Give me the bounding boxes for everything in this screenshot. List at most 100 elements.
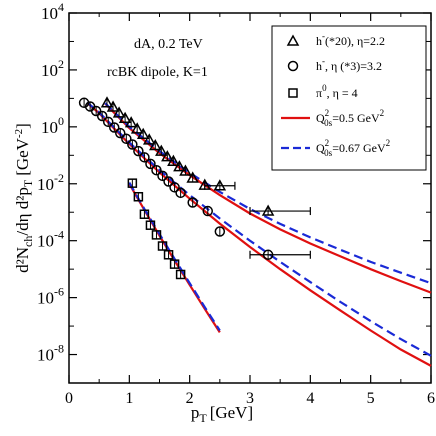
triangle-marker [142,133,156,145]
triangle-marker [100,96,114,108]
x-tick-label: 6 [427,390,435,407]
circle-marker [157,170,168,182]
legend-circle-marker [287,60,299,72]
square-marker [175,269,186,280]
triangle-marker [118,111,132,124]
legend-label-rest: (*20), η=2.2 [325,34,385,48]
y-axis-label-unit: [GeV [13,137,32,175]
y-tick-exponent: 4 [58,0,64,14]
circle-marker [96,110,108,122]
legend-label-main: Q [316,111,325,125]
legend-label: Q2 0s=0.67 GeV2 [316,138,390,158]
x-axis-label-unit: [GeV] [210,403,253,422]
y-tick-label: 10-2 [37,171,64,194]
triangle-marker [106,100,120,112]
circle-marker [139,152,150,163]
circle-marker [187,197,198,208]
legend-label: Q2 0s=0.5 GeV2 [316,108,384,128]
y-axis-label-sub: ch [21,236,35,247]
circle-marker [169,182,180,193]
annotation-2: rcBK dipole, K=1 [107,65,208,80]
y-axis-label-unit-close: ] [13,123,32,129]
x-axis-label-sub: T [199,411,207,425]
y-tick-label: 102 [41,57,64,80]
legend-label-rest-sup: 2 [380,108,385,118]
y-tick-base: 10 [41,118,58,137]
annotation-1: dA, 0.2 TeV [134,37,203,52]
y-tick-label: 104 [41,0,64,23]
circle-marker [121,133,132,145]
triangle-marker [124,116,138,128]
y-tick-exponent: 2 [58,57,64,71]
square-marker [151,230,162,240]
circle-marker [202,205,214,217]
triangle-marker [136,127,150,139]
triangle-marker [130,122,144,134]
triangle-marker [186,171,199,183]
square-marker [133,191,144,202]
y-axis-label: d²Nch/dη d²pT [GeV-2] [13,123,35,273]
legend-label-sup: 2 [325,108,330,118]
square-marker [157,241,168,251]
square-marker [169,259,180,269]
legend-square-marker [288,88,298,98]
triangle-marker [161,150,174,162]
y-tick-label: 10-6 [37,285,64,308]
x-axis-label: pT [GeV] [191,403,253,425]
y-tick-label: 10-8 [37,342,64,365]
legend-label-rest: , η = 4 [327,86,358,100]
legend-label-sub: 0s [324,148,333,158]
x-tick-label: 0 [65,390,73,407]
square-marker [139,209,150,219]
y-axis-label-unit-sup: -2 [13,129,25,138]
circle-marker [262,249,274,261]
x-axis-label-main: p [191,403,200,422]
y-tick-base: 10 [41,4,58,23]
y-tick-exponent: -6 [54,285,64,299]
y-tick-exponent: -4 [54,228,64,242]
y-tick-exponent: -8 [54,342,64,356]
legend-label: h-(*20), η=2.2 [316,31,385,48]
circle-marker [109,122,120,133]
legend-label-rest: =0.5 GeV [332,111,380,125]
legend-label-sup: 2 [325,138,330,148]
circle-marker [163,176,174,187]
y-tick-base: 10 [37,175,54,194]
legend-label-rest-sup: 2 [386,138,391,148]
legend-label-main: h [316,59,322,73]
x-tick-label: 2 [186,390,194,407]
legend-label-rest: =0.67 GeV [332,141,386,155]
legend-label: h-, η (*3)=3.2 [316,56,382,73]
circle-marker [214,226,226,237]
legend-label-rest: , η (*3)=3.2 [325,59,382,73]
legend-label-main: h [316,34,322,48]
legend-label: π0, η = 4 [316,83,358,100]
y-tick-exponent: 0 [58,114,64,128]
legend-label-sup: - [322,31,325,41]
markers-layer [78,96,311,280]
circle-marker [133,145,144,157]
theory-curve [104,102,432,285]
y-axis-label-main: d²N [13,247,32,273]
y-axis-label-sub2: T [21,179,35,187]
triangle-marker [155,144,168,156]
circle-marker [151,164,162,176]
x-tick-label: 4 [306,390,314,407]
legend: h-(*20), η=2.2h-, η (*3)=3.2π0, η = 4Q2 0… [281,31,390,158]
y-tick-base: 10 [41,61,58,80]
triangle-marker [149,139,162,151]
x-tick-label: 5 [367,390,375,407]
y-tick-label: 10-4 [37,228,64,251]
y-tick-base: 10 [37,289,54,308]
y-tick-label: 100 [41,114,64,137]
circle-marker [145,158,156,170]
legend-label-sub: 0s [324,118,333,128]
circle-marker [115,127,126,139]
x-tick-label: 3 [246,390,254,407]
square-marker [163,250,174,260]
triangle-marker [261,204,275,216]
circle-marker [175,187,186,199]
y-tick-base: 10 [37,346,54,365]
